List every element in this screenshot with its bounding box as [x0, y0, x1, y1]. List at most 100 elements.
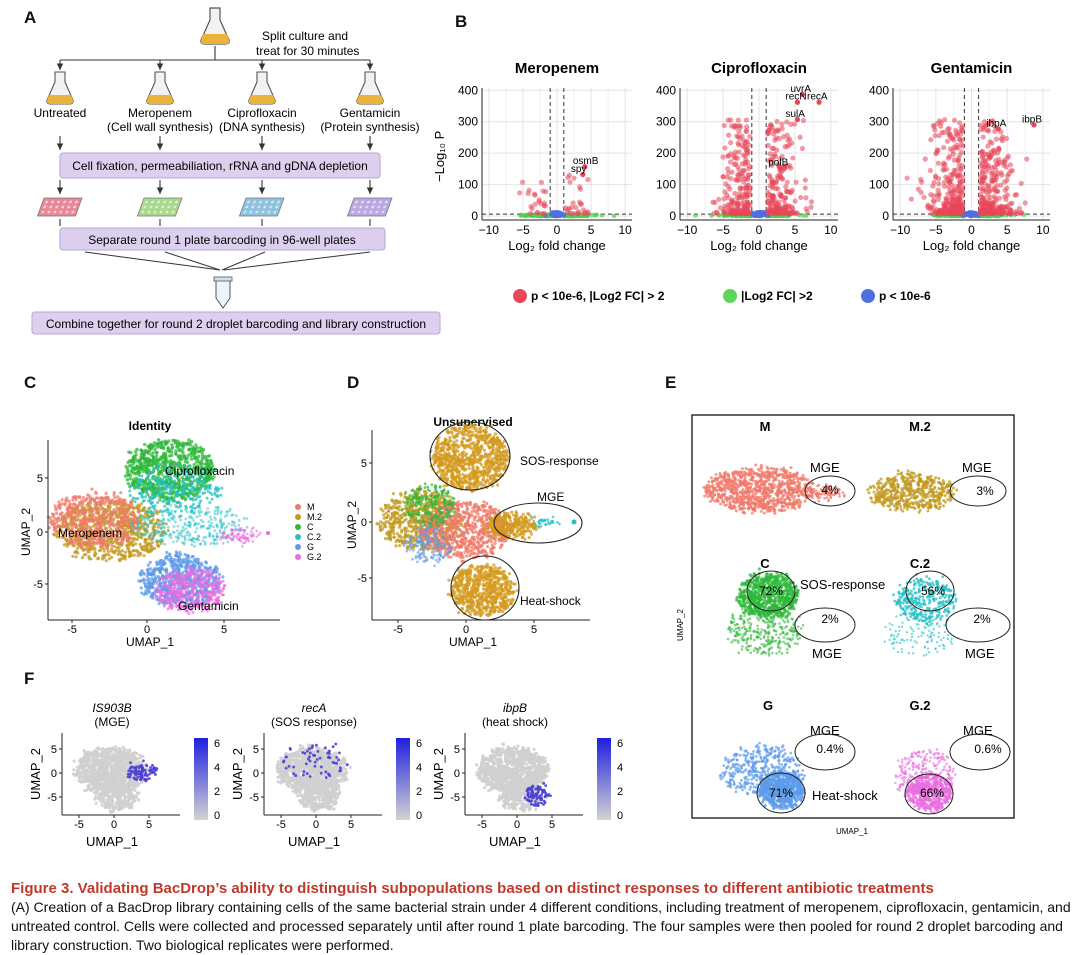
- ytick-label: 0: [882, 209, 889, 223]
- cluster-label: SOS-response: [520, 454, 599, 468]
- subplot-title: C: [760, 556, 770, 571]
- legend-label: C.2: [307, 532, 321, 542]
- subplot-title: C.2: [910, 556, 930, 571]
- ytick-label: 300: [656, 115, 676, 129]
- legend-label: |Log2 FC| >2: [741, 289, 813, 303]
- colorbar-label: 4: [617, 762, 623, 774]
- legend-label: M.2: [307, 512, 322, 522]
- cluster-label: Meropenem: [58, 526, 122, 540]
- legend-swatch: [295, 534, 301, 540]
- flask-icon: [201, 8, 229, 44]
- cluster-label: Ciprofloxacin: [165, 464, 234, 478]
- cluster-label: Gentamicin: [178, 599, 239, 613]
- tick-label: -5: [67, 624, 77, 636]
- barcoding-text: Separate round 1 plate barcoding in 96-w…: [88, 233, 356, 247]
- colorbar-label: 6: [617, 738, 623, 750]
- legend-swatch: [513, 289, 527, 303]
- cluster-label: MGE: [963, 723, 993, 738]
- xtick-label: 5: [1004, 223, 1011, 237]
- legend-label: G: [307, 542, 314, 552]
- xtick-label: 10: [619, 223, 633, 237]
- percent-label: 72%: [759, 584, 783, 598]
- colorbar-label: 6: [416, 738, 422, 750]
- colorbar-label: 4: [214, 762, 220, 774]
- tick-label: -5: [47, 792, 57, 804]
- legend-swatch: [295, 544, 301, 550]
- flask-label: Untreated: [34, 106, 87, 120]
- tick-label: 5: [454, 744, 460, 756]
- legend-label: C: [307, 522, 314, 532]
- cluster-label: MGE: [537, 490, 564, 504]
- tick-label: 5: [361, 458, 367, 470]
- percent-label: 66%: [920, 786, 944, 800]
- tick-label: -5: [450, 792, 460, 804]
- percent-label: 2%: [973, 612, 991, 626]
- feature-ylabel: UMAP_2: [431, 748, 446, 800]
- legend-swatch: [295, 524, 301, 530]
- tick-label: -5: [357, 573, 367, 585]
- umap-d-xlabel: UMAP_1: [449, 635, 497, 649]
- tick-label: 0: [253, 768, 259, 780]
- tick-label: 5: [221, 624, 227, 636]
- ytick-label: 0: [471, 209, 478, 223]
- feature-xlabel: UMAP_1: [489, 834, 541, 849]
- xtick-label: −10: [479, 223, 500, 237]
- ytick-label: 300: [869, 115, 889, 129]
- volcano-ylabel: −Log₁₀ P: [432, 131, 447, 182]
- colorbar-label: 0: [214, 810, 220, 822]
- legend-label: p < 10e-6, |Log2 FC| > 2: [531, 289, 665, 303]
- xtick-label: 10: [824, 223, 838, 237]
- feature-ylabel: UMAP_2: [230, 748, 245, 800]
- legend-label: p < 10e-6: [879, 289, 931, 303]
- ytick-label: 100: [656, 178, 676, 192]
- fixation-text: Cell fixation, permeabiliation, rRNA and…: [72, 159, 368, 173]
- tick-label: 0: [361, 517, 367, 529]
- cluster-label: MGE: [810, 460, 840, 475]
- tick-label: -5: [477, 819, 487, 831]
- combine-text: Combine together for round 2 droplet bar…: [46, 317, 426, 331]
- percent-label: 71%: [769, 786, 793, 800]
- flask-sublabel: (Protein synthesis): [320, 120, 419, 134]
- volcano-xlabel: Log₂ fold change: [923, 238, 1021, 253]
- well-plate-icon: [37, 198, 82, 216]
- legend-swatch: [295, 514, 301, 520]
- cluster-label: MGE: [812, 646, 842, 661]
- cluster-label: Heat-shock: [520, 594, 582, 608]
- umap-c-ylabel: UMAP_2: [19, 508, 33, 556]
- xtick-label: −10: [890, 223, 911, 237]
- gene-label: polB: [768, 158, 788, 169]
- flask-label: Gentamicin: [340, 106, 401, 120]
- xtick-label: 5: [792, 223, 799, 237]
- flask-icon: [47, 72, 73, 104]
- tick-label: 0: [51, 768, 57, 780]
- legend-swatch: [723, 289, 737, 303]
- gene-label: ibpA: [986, 118, 1006, 129]
- tick-label: 5: [348, 819, 354, 831]
- gene-label: ibpB: [1022, 114, 1042, 125]
- xtick-label: 0: [554, 223, 561, 237]
- tick-label: -5: [249, 792, 259, 804]
- tick-label: 5: [51, 744, 57, 756]
- percent-label: 2%: [821, 612, 839, 626]
- cluster-label: MGE: [810, 723, 840, 738]
- colorbar-label: 4: [416, 762, 422, 774]
- volcano-xlabel: Log₂ fold change: [710, 238, 808, 253]
- gene-label: recN: [785, 92, 806, 103]
- tick-label: 0: [37, 527, 43, 539]
- tick-label: 5: [549, 819, 555, 831]
- percent-label: 0.4%: [816, 742, 844, 756]
- caption-body: (A) Creation of a BacDrop library contai…: [11, 898, 1073, 955]
- cluster-label: MGE: [962, 460, 992, 475]
- tick-label: 0: [313, 819, 319, 831]
- umap-c-xlabel: UMAP_1: [126, 635, 174, 649]
- gene-subtitle: (SOS response): [271, 715, 357, 729]
- panel-e: M4%MGEM.23%MGEC72%2%SOS-responseMGEC.256…: [676, 415, 1014, 836]
- colorbar-label: 6: [214, 738, 220, 750]
